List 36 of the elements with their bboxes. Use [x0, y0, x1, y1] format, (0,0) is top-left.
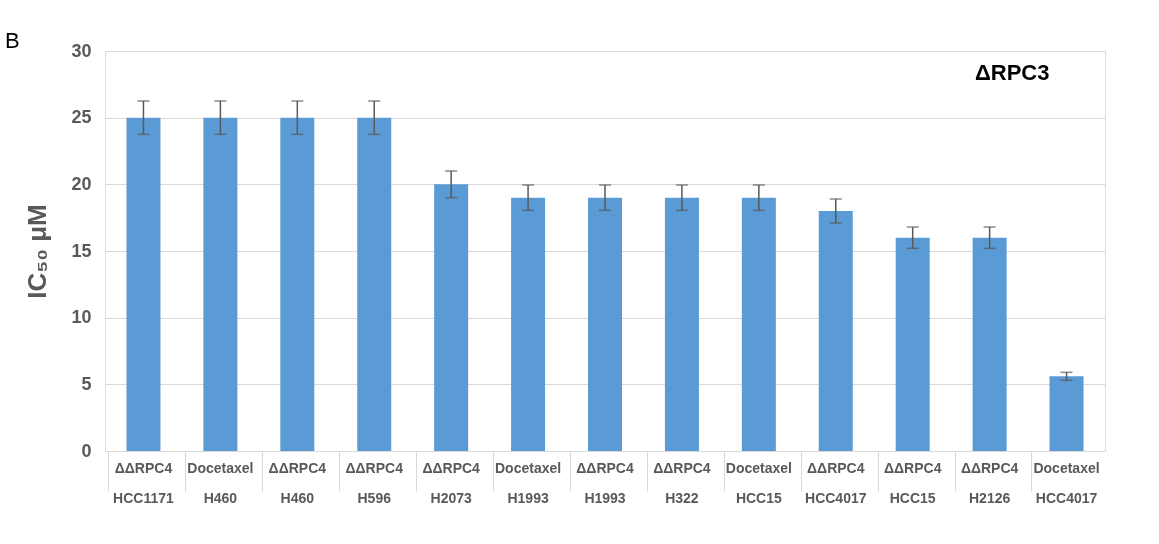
y-axis-title: IC₅₀ μM: [22, 204, 53, 299]
bar: [588, 197, 622, 451]
x-tick-label: ΔΔRPC4 H596: [345, 459, 404, 506]
y-tick-label: 30: [71, 40, 92, 61]
annotation: ΔRPC3: [975, 60, 1050, 85]
x-tick-label: ΔΔRPC4 H1993: [576, 459, 634, 506]
y-tick-label: 10: [71, 307, 92, 328]
x-tick-label: ΔΔRPC4 H2126: [960, 459, 1019, 506]
x-tick-label: ΔΔRPC4 H2073: [422, 459, 481, 506]
bar: [203, 117, 238, 451]
x-tick-label: Docetaxel HCC4017: [1033, 459, 1100, 506]
x-tick-label: ΔΔRPC4 HCC4017: [805, 459, 867, 506]
bar: [511, 197, 546, 451]
bar: [895, 237, 930, 451]
bar: [818, 211, 853, 451]
bar: [126, 117, 161, 451]
bar: [972, 237, 1007, 451]
bar: [280, 117, 315, 451]
y-tick-label: 20: [71, 173, 92, 194]
text: B: [5, 28, 20, 53]
bar: [1049, 376, 1084, 451]
y-tick-label: 5: [81, 373, 92, 394]
x-tick-label: ΔΔRPC4 HCC1171: [113, 459, 175, 506]
x-tick-label: Docetaxel H460: [187, 459, 254, 506]
y-tick-label: 25: [71, 107, 92, 128]
bar: [357, 117, 392, 451]
x-tick-label: ΔΔRPC4 H460: [268, 459, 327, 506]
x-tick-label: ΔΔRPC4 HCC15: [883, 459, 942, 506]
x-tick-label: Docetaxel H1993: [495, 459, 562, 506]
x-tick-label: Docetaxel HCC15: [725, 459, 792, 506]
y-tick-label: 0: [81, 440, 92, 461]
y-tick-label: 15: [71, 240, 92, 261]
bar: [434, 184, 469, 451]
bar: [664, 197, 699, 451]
bar: [741, 197, 776, 451]
x-tick-label: ΔΔRPC4 H322: [653, 459, 711, 506]
